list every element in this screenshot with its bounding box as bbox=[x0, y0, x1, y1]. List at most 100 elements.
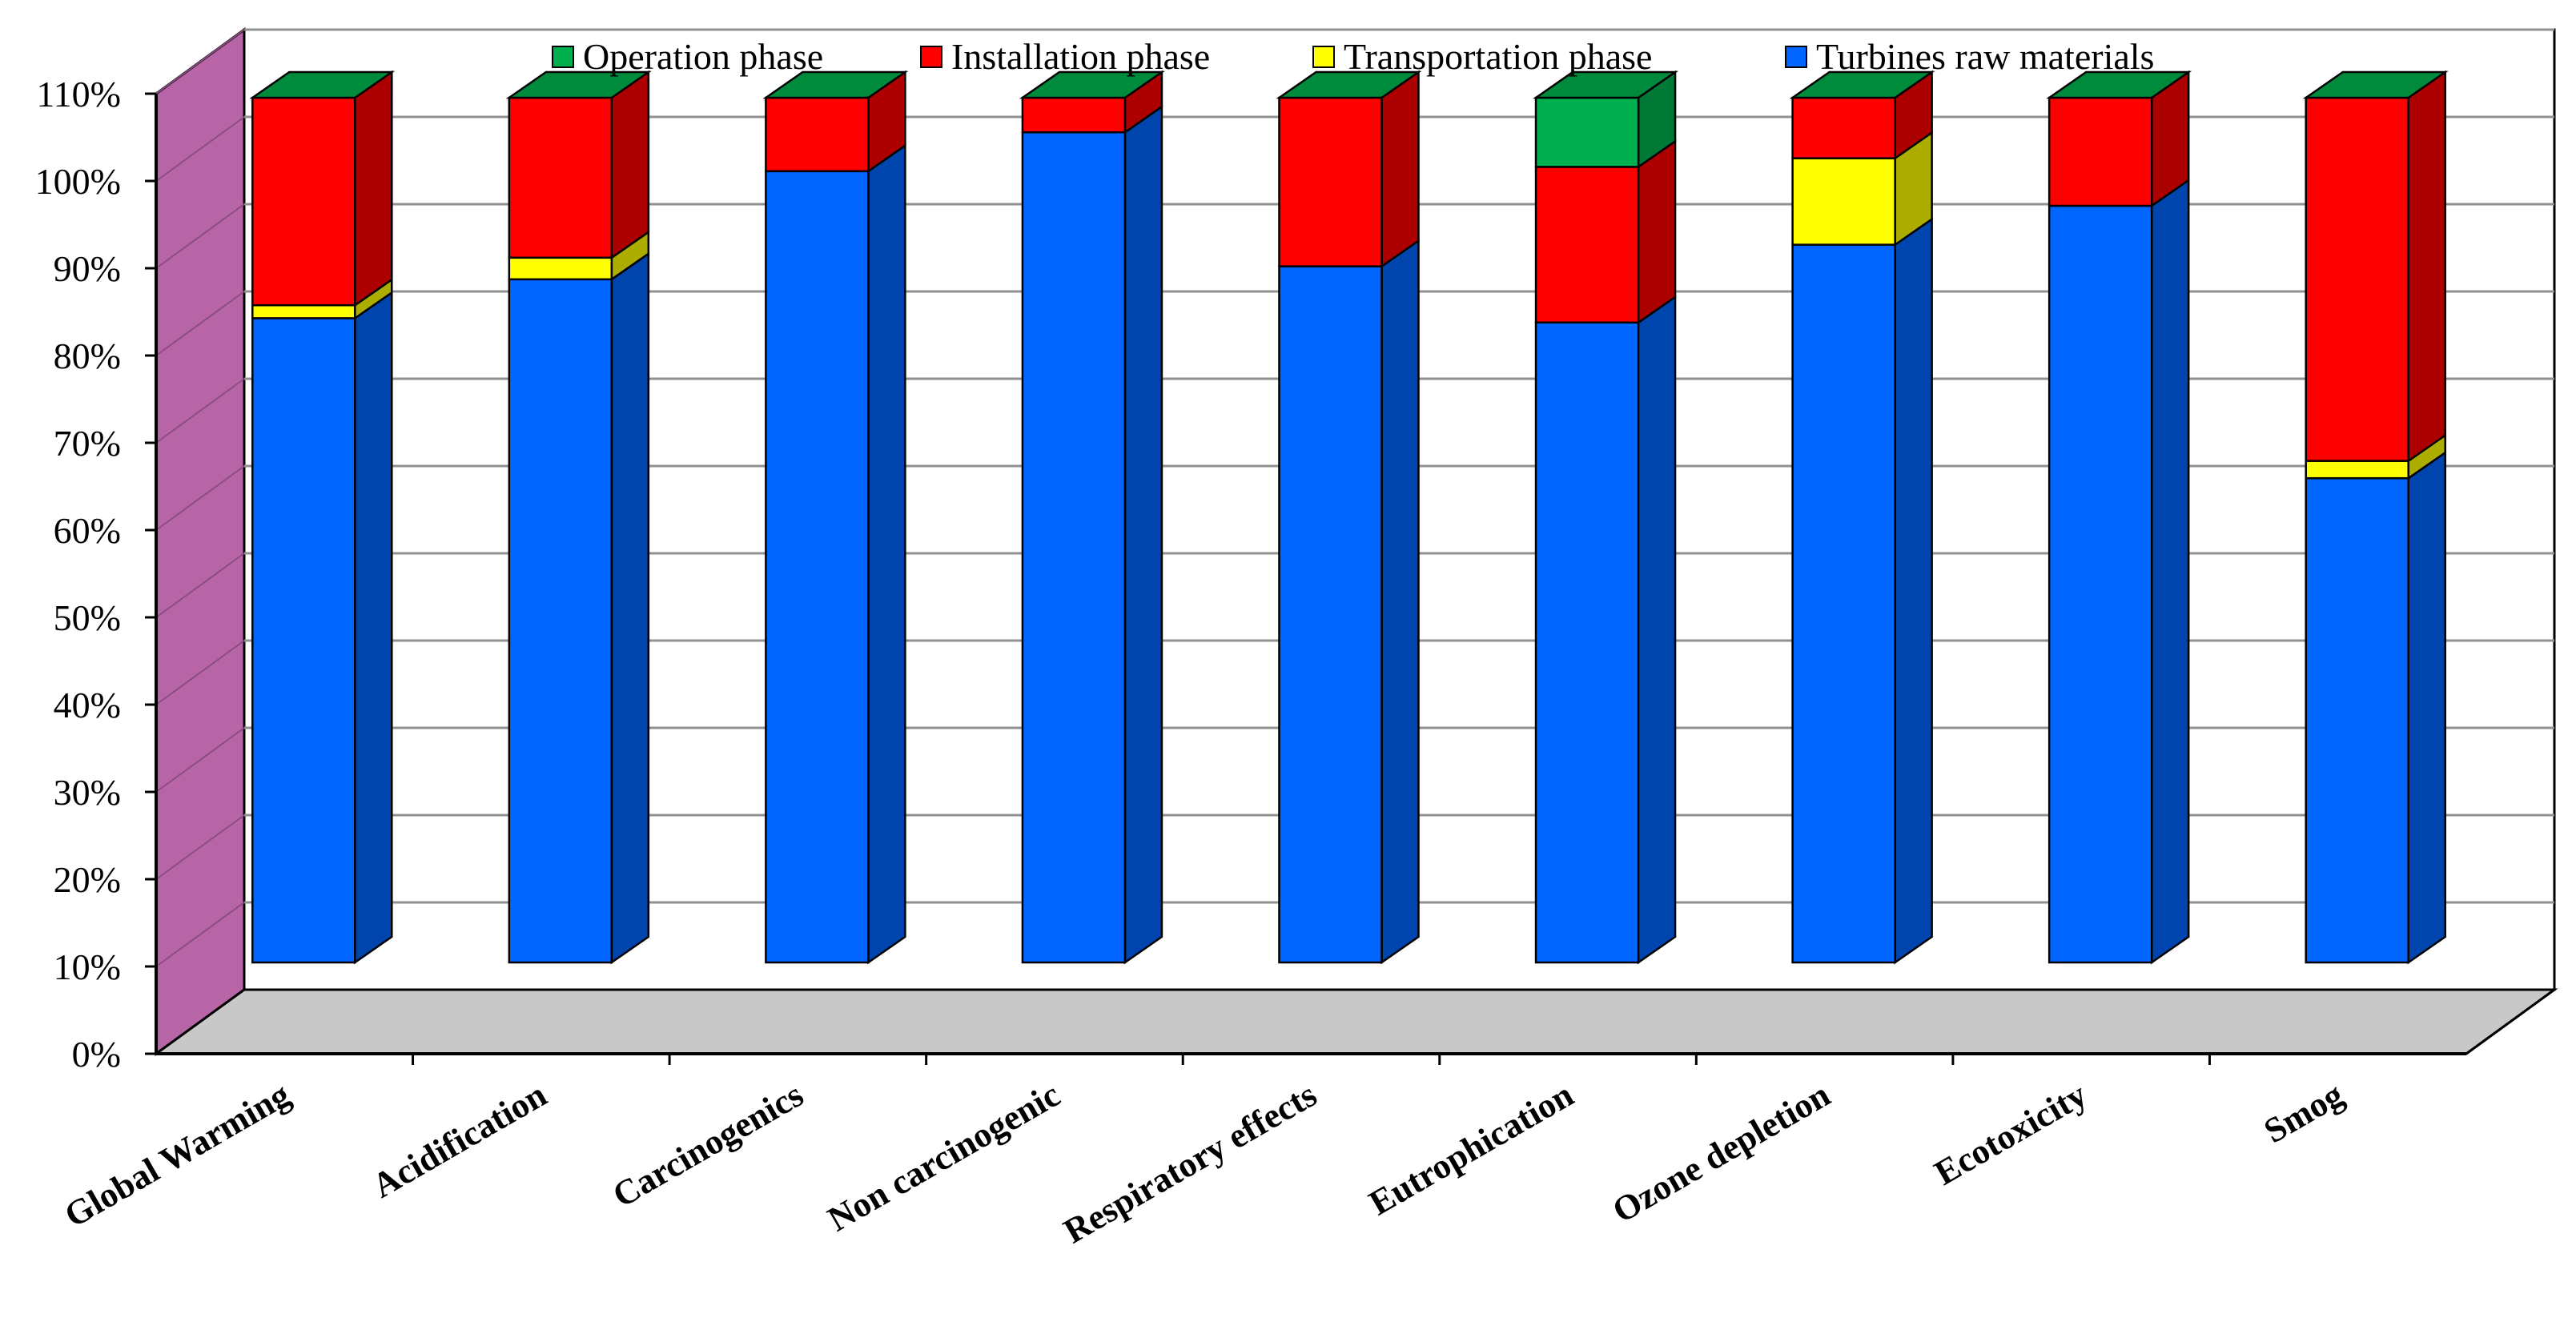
gridline-side bbox=[155, 291, 245, 356]
bar-top-cap bbox=[249, 70, 396, 99]
x-category-label: Ecotoxicity bbox=[1928, 1075, 2094, 1193]
x-category-label: Non carcinogenic bbox=[822, 1075, 1067, 1239]
gridline-side bbox=[155, 116, 245, 182]
gridline-side bbox=[155, 640, 245, 705]
legend-label-operation-phase: Operation phase bbox=[583, 36, 823, 77]
bar-segment-transportation-phase bbox=[2305, 460, 2409, 480]
bar-segment-installation-phase-side bbox=[610, 70, 650, 260]
x-category-label: Global Warming bbox=[58, 1075, 296, 1235]
bar-segment-installation-phase bbox=[508, 96, 613, 259]
bar-segment-turbines-raw-materials-side bbox=[2407, 450, 2446, 965]
legend-swatch-operation-phase bbox=[552, 46, 574, 68]
gridline-side bbox=[155, 727, 245, 793]
bar-segment-transportation-phase bbox=[508, 256, 613, 281]
bar-segment-turbines-raw-materials bbox=[1021, 131, 1127, 964]
y-tick-label: 30% bbox=[54, 772, 121, 813]
x-category-label: Smog bbox=[2257, 1075, 2350, 1151]
chart-floor bbox=[152, 988, 2558, 1055]
y-tick-label: 0% bbox=[72, 1034, 121, 1075]
bar-segment-turbines-raw-materials-side bbox=[1380, 239, 1420, 965]
x-category-label: Respiratory effects bbox=[1057, 1075, 1323, 1251]
legend-label-turbines-raw-materials: Turbines raw materials bbox=[1816, 36, 2154, 77]
bar-segment-installation-phase-side bbox=[354, 70, 393, 307]
y-tick-label: 80% bbox=[54, 336, 121, 376]
legend-label-installation-phase: Installation phase bbox=[951, 36, 1210, 77]
x-category-labels: Global Warming Acidification Carcinogenics… bbox=[58, 1054, 2350, 1251]
bar-carcinogenics bbox=[762, 70, 909, 965]
y-tick-label: 100% bbox=[35, 161, 121, 202]
x-category-label: Carcinogenics bbox=[606, 1075, 810, 1215]
bar-ozone-depletion bbox=[1789, 70, 1935, 965]
bar-segment-installation-phase bbox=[1278, 96, 1383, 267]
y-tick-label: 10% bbox=[54, 946, 121, 987]
bar-segment-turbines-raw-materials-side bbox=[354, 291, 393, 965]
bar-segment-transportation-phase bbox=[251, 303, 356, 319]
gridline-side bbox=[155, 902, 245, 967]
legend-swatch-transportation-phase bbox=[1312, 46, 1335, 68]
bar-segment-installation-phase bbox=[1791, 96, 1896, 159]
bar-segment-turbines-raw-materials bbox=[2305, 476, 2409, 964]
gridline-side bbox=[155, 552, 245, 618]
bar-respiratory-effects bbox=[1276, 70, 1422, 965]
bar-top-cap bbox=[1276, 70, 1422, 99]
bar-segment-turbines-raw-materials bbox=[1791, 243, 1896, 964]
x-category-label: Eutrophication bbox=[1363, 1075, 1581, 1223]
bars bbox=[249, 70, 2449, 965]
bar-top-cap bbox=[2302, 70, 2449, 99]
bar-global-warming bbox=[249, 70, 396, 965]
floor-right-edge bbox=[2465, 988, 2555, 1055]
y-tick-label: 60% bbox=[54, 510, 121, 551]
gridline-side bbox=[155, 378, 245, 444]
bar-segment-turbines-raw-materials-side bbox=[867, 143, 906, 965]
bar-segment-turbines-raw-materials bbox=[1278, 265, 1383, 964]
bar-smog bbox=[2302, 70, 2449, 965]
bar-segment-installation-phase bbox=[2305, 96, 2409, 462]
bar-segment-turbines-raw-materials-side bbox=[610, 251, 650, 965]
bar-segment-installation-phase bbox=[2048, 96, 2153, 207]
bar-segment-installation-phase bbox=[1534, 166, 1640, 324]
bar-segment-turbines-raw-materials bbox=[765, 170, 870, 964]
bar-segment-turbines-raw-materials bbox=[2048, 204, 2153, 964]
x-category-label: Ozone depletion bbox=[1606, 1075, 1837, 1231]
bar-segment-turbines-raw-materials-side bbox=[1894, 217, 1933, 965]
legend-label-transportation-phase: Transportation phase bbox=[1344, 36, 1652, 77]
bar-eutrophication bbox=[1533, 70, 1679, 965]
bar-top-cap bbox=[2046, 70, 2192, 99]
y-tick-label: 40% bbox=[54, 685, 121, 725]
left-side-wall bbox=[155, 27, 246, 1056]
bar-segment-turbines-raw-materials-side bbox=[1123, 104, 1163, 965]
bar-segment-turbines-raw-materials-side bbox=[1637, 295, 1677, 965]
gridline-side bbox=[155, 29, 245, 94]
bar-segment-installation-phase-side bbox=[1380, 70, 1420, 268]
bar-segment-installation-phase-side bbox=[1637, 139, 1677, 325]
bar-segment-operation-phase bbox=[1534, 96, 1640, 168]
y-tick-label: 110% bbox=[36, 74, 121, 115]
x-category-label: Acidification bbox=[366, 1075, 553, 1205]
y-tick-label: 50% bbox=[54, 597, 121, 638]
bar-top-cap bbox=[1019, 70, 1165, 99]
bar-top-cap bbox=[762, 70, 909, 99]
bar-ecotoxicity bbox=[2046, 70, 2192, 965]
bar-top-cap bbox=[1533, 70, 1679, 99]
bar-acidification bbox=[505, 70, 652, 965]
bar-segment-turbines-raw-materials-side bbox=[2150, 178, 2190, 965]
bar-segment-transportation-phase bbox=[1791, 157, 1896, 246]
legend-swatch-turbines-raw-materials bbox=[1785, 46, 1807, 68]
legend: Operation phase Installation phase Transpo… bbox=[552, 36, 2154, 77]
bar-non-carcinogenic bbox=[1019, 70, 1165, 965]
y-tick-label: 20% bbox=[54, 859, 121, 900]
bar-segment-installation-phase bbox=[765, 96, 870, 173]
legend-swatch-installation-phase bbox=[920, 46, 942, 68]
bar-segment-installation-phase bbox=[1021, 96, 1127, 134]
bar-segment-installation-phase bbox=[251, 96, 356, 307]
gridline-side bbox=[155, 465, 245, 531]
y-tick-label: 70% bbox=[54, 423, 121, 464]
gridline-side bbox=[155, 203, 245, 269]
y-tick-label: 90% bbox=[54, 248, 121, 289]
gridline-side bbox=[155, 814, 245, 880]
y-tick-labels: 0% 10% 20% 30% 40% 50% 60% 70% 80% 90% 100% 110% bbox=[35, 74, 156, 1075]
bar-segment-turbines-raw-materials bbox=[508, 278, 613, 964]
bar-top-cap bbox=[1789, 70, 1935, 99]
